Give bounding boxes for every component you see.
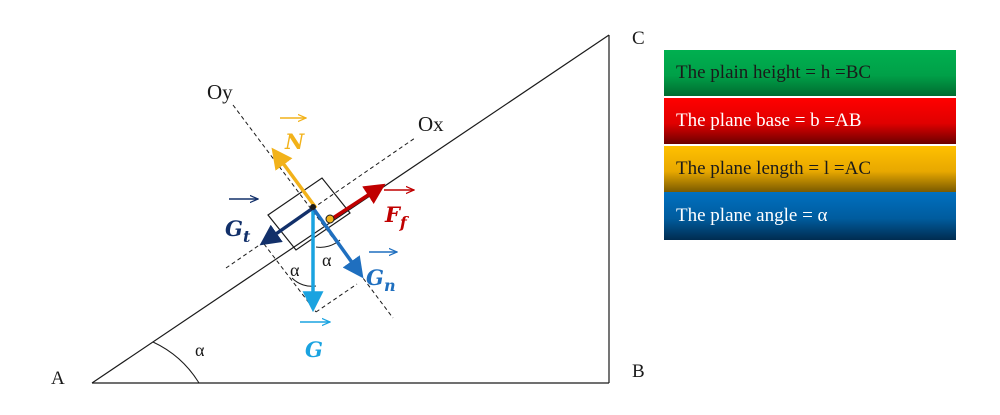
legend-length-text: The plane length = l =AC (676, 158, 872, 179)
force-gt-label: Gt (225, 216, 251, 246)
force-gn-main: G (366, 265, 384, 290)
force-gt-main: G (225, 216, 243, 241)
contact-point-dot (325, 214, 335, 224)
force-gt-sub: t (243, 227, 251, 246)
base-angle-label: α (195, 340, 205, 360)
point-b-label: B (632, 361, 645, 382)
force-ff-sub: f (399, 213, 410, 232)
ox-axis-line (225, 137, 416, 269)
legend-height-text: The plain height = h =BC (676, 62, 872, 83)
force-gn-label: Gn (366, 265, 396, 295)
force-g-label: G (305, 337, 323, 362)
base-angle-arc (152, 341, 200, 384)
left-angle-label: α (290, 260, 300, 280)
force-gn-arrow (311, 206, 364, 279)
force-n-label: N (284, 129, 305, 154)
point-a-label: A (51, 368, 65, 389)
angle-arc-right (315, 239, 341, 248)
force-ff-main: F (384, 202, 402, 227)
legend-angle: The plane angle = α (664, 192, 956, 240)
force-ff-arrow (329, 183, 386, 222)
point-c-label: C (632, 28, 645, 49)
ox-axis-label: Ox (418, 112, 444, 136)
legend-base-text: The plane base = b =AB (676, 110, 862, 131)
force-ff-label: Ff (384, 202, 410, 232)
legend-length: The plane length = l =AC (664, 146, 956, 192)
center-of-mass-dot (310, 204, 316, 210)
oy-axis-label: Oy (207, 80, 233, 104)
legend-angle-text: The plane angle = α (676, 205, 828, 226)
force-n-arrow (271, 147, 318, 210)
right-angle-label: α (322, 250, 332, 270)
force-gt-arrow (259, 206, 315, 246)
force-gn-sub: n (384, 276, 396, 295)
gn-projection-line (315, 283, 358, 313)
legend-base: The plane base = b =AB (664, 98, 956, 144)
legend-height: The plain height = h =BC (664, 50, 956, 96)
incline-hypotenuse-ac (91, 34, 610, 384)
